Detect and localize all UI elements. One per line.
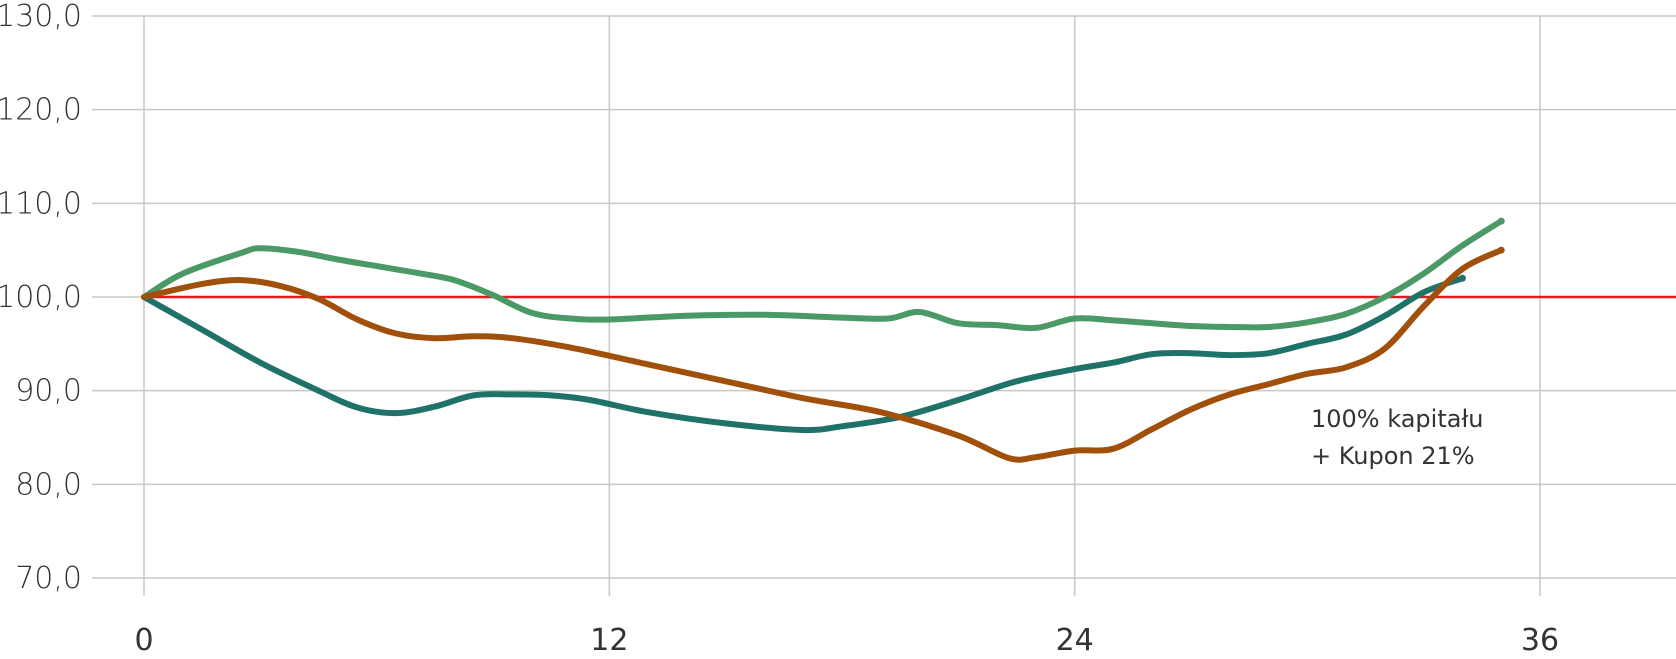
series-line-2 — [141, 275, 1466, 434]
annotation-line-1: 100% kapitału — [1311, 405, 1483, 433]
y-tick-label: 100,0 — [0, 280, 82, 315]
y-tick-label: 80,0 — [15, 467, 82, 502]
annotation-line-2: + Kupon 21% — [1311, 442, 1475, 470]
series-line-1 — [141, 218, 1505, 332]
vertical-gridlines — [143, 16, 1541, 596]
series-end-point-2 — [1458, 274, 1466, 282]
x-tick-label: 12 — [590, 623, 628, 658]
series-lines — [141, 217, 1505, 463]
y-tick-label: 120,0 — [0, 93, 82, 128]
x-axis-tick-labels: 0 12 24 36 — [134, 623, 1559, 658]
y-tick-label: 110,0 — [0, 186, 82, 221]
x-tick-label: 36 — [1521, 623, 1559, 658]
y-tick-label: 70,0 — [15, 561, 82, 596]
series-line-3 — [141, 247, 1505, 463]
y-axis-tick-labels: 70,0 80,0 90,0 100,0 110,0 120,0 130,0 — [0, 0, 82, 596]
x-tick-label: 0 — [134, 623, 153, 658]
series-end-point-1 — [1497, 217, 1505, 225]
x-tick-label: 24 — [1056, 623, 1094, 658]
y-tick-label: 130,0 — [0, 0, 82, 34]
series-end-point-3 — [1497, 246, 1505, 254]
y-tick-label: 90,0 — [15, 374, 82, 409]
